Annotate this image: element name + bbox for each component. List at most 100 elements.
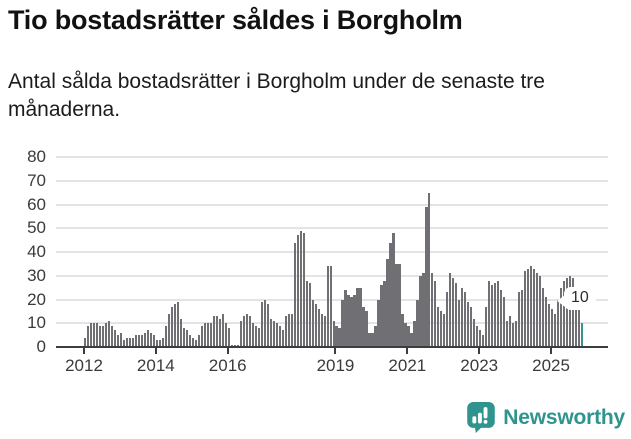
bar-126	[461, 287, 464, 347]
x-label-2014: 2014	[136, 356, 175, 375]
bar-96	[371, 332, 374, 347]
bar-8	[107, 320, 111, 347]
bar-46	[221, 313, 224, 347]
x-axis-line	[56, 345, 608, 348]
bar-65	[278, 325, 281, 347]
bar-61	[266, 304, 269, 347]
bar-59	[260, 301, 263, 347]
bar-102	[389, 242, 392, 347]
bar-25	[158, 339, 162, 347]
bar-121	[446, 292, 449, 347]
bar-29	[170, 306, 173, 347]
bar-94	[365, 311, 368, 347]
bar-115	[428, 192, 431, 347]
bar-148	[527, 268, 530, 347]
bar-88	[347, 294, 350, 347]
page-title: Tio bostadsrätter såldes i Borgholm	[8, 5, 463, 35]
brand-name: Newsworthy	[503, 405, 625, 429]
bar-86	[341, 299, 344, 347]
bar-133	[482, 335, 485, 347]
bar-125	[458, 299, 461, 347]
bar-82	[329, 266, 332, 347]
x-tick-2025	[550, 348, 553, 354]
y-label-70: 70	[27, 170, 46, 190]
bar-122	[449, 273, 452, 347]
bar-128	[467, 301, 470, 347]
bar-118	[437, 306, 440, 347]
bar-67	[284, 316, 287, 347]
x-tick-2016	[226, 348, 229, 354]
bar-150	[533, 268, 536, 347]
bar-6	[101, 325, 105, 347]
bar-18	[137, 335, 141, 347]
bar-137	[494, 282, 497, 347]
x-tick-2021	[406, 348, 409, 354]
gridline-10	[56, 322, 608, 325]
bar-4	[95, 323, 99, 347]
bar-146	[521, 290, 524, 347]
last-value-callout: 10	[557, 287, 596, 310]
bar-99	[380, 285, 383, 347]
bar-48	[227, 328, 230, 347]
bar-142	[509, 316, 512, 347]
bar-75	[308, 282, 311, 347]
bar-105	[398, 263, 401, 347]
y-label-10: 10	[27, 313, 46, 333]
bar-3	[92, 323, 96, 347]
bar-87	[344, 290, 347, 347]
bar-135	[488, 280, 491, 347]
bar-92	[359, 287, 362, 347]
bar-43	[212, 316, 215, 347]
bar-155	[548, 304, 551, 347]
bar-9	[110, 325, 114, 347]
bar-19	[140, 335, 144, 347]
bar-15	[128, 337, 132, 347]
bar-1	[86, 325, 90, 347]
bar-93	[362, 306, 365, 347]
gridline-30	[56, 274, 608, 277]
bar-108	[407, 325, 410, 347]
plot-area	[56, 156, 608, 347]
bar-154	[545, 297, 548, 347]
x-tick-2023	[478, 348, 481, 354]
bar-134	[485, 306, 488, 347]
bar-55	[248, 316, 251, 347]
bar-17	[134, 335, 138, 347]
gridline-40	[56, 251, 608, 253]
bar-39	[200, 325, 203, 347]
bar-110	[413, 320, 416, 347]
bar-138	[497, 280, 500, 347]
y-label-0: 0	[36, 337, 46, 356]
bar-37	[194, 339, 197, 347]
bar-143	[512, 323, 515, 347]
bar-63	[272, 320, 275, 347]
bar-117	[434, 280, 437, 347]
bar-7	[104, 323, 108, 347]
bar-101	[386, 259, 389, 347]
y-label-80: 80	[27, 147, 46, 166]
bar-56	[251, 323, 254, 347]
bar-69	[290, 313, 293, 347]
bar-103	[392, 233, 395, 347]
bar-120	[443, 313, 446, 347]
bar-162	[569, 275, 572, 347]
bar-153	[542, 287, 545, 347]
bar-165	[578, 309, 581, 347]
bar-109	[410, 332, 413, 347]
bar-100	[383, 280, 386, 347]
bar-0	[84, 337, 87, 347]
bar-53	[242, 316, 245, 347]
gridline-20	[56, 298, 608, 301]
bar-119	[440, 311, 443, 347]
bar-24	[155, 339, 159, 347]
bar-98	[377, 299, 380, 347]
bar-76	[311, 299, 314, 347]
bar-23	[152, 335, 156, 347]
bar-74	[305, 280, 308, 347]
bar-31	[176, 301, 179, 347]
bar-62	[269, 318, 272, 347]
bar-73	[302, 233, 305, 347]
bar-107	[404, 323, 407, 347]
bar-145	[518, 292, 521, 347]
